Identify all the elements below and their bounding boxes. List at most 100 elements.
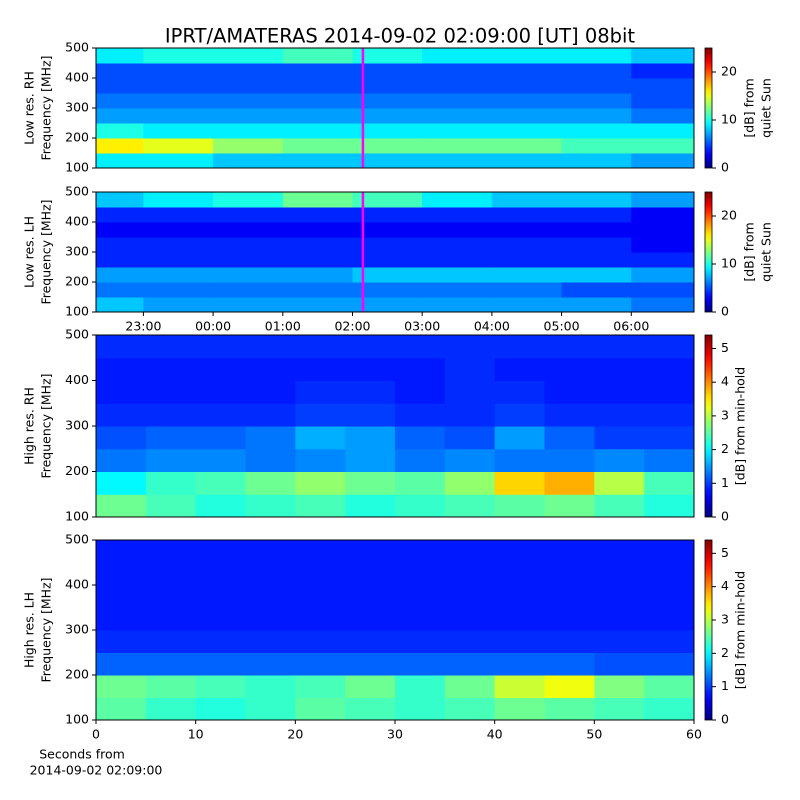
y-tick-label: 500 xyxy=(65,532,89,547)
heat-cell xyxy=(494,607,545,631)
heat-cell xyxy=(195,585,246,608)
heat-cell xyxy=(96,222,144,238)
heat-cell xyxy=(195,697,246,721)
heat-cell xyxy=(352,153,423,169)
heat-cell xyxy=(594,380,645,404)
heat-cell xyxy=(213,207,284,223)
heat-cell xyxy=(422,252,493,268)
heat-cell xyxy=(422,222,493,238)
heat-cell xyxy=(352,123,423,139)
colorbar-tick-label: 0 xyxy=(721,304,729,319)
heat-cell xyxy=(422,297,493,313)
heat-cell xyxy=(96,540,147,563)
heat-cell xyxy=(295,426,346,450)
heat-cell xyxy=(282,123,353,139)
heat-cell xyxy=(96,335,147,359)
heat-cell xyxy=(644,540,695,563)
heat-cell xyxy=(352,48,423,64)
heat-cell xyxy=(444,652,496,676)
heat-cell xyxy=(282,222,353,238)
y-tick-label: 300 xyxy=(65,244,89,259)
heat-cell xyxy=(544,675,595,698)
heat-cell xyxy=(345,697,396,721)
heat-cell xyxy=(295,403,346,427)
heat-cell xyxy=(96,192,144,208)
heat-cell xyxy=(145,630,197,653)
heat-cell xyxy=(631,63,695,79)
colorbar-tick-label: 4 xyxy=(721,578,729,593)
heat-cell xyxy=(422,207,493,223)
heat-cell xyxy=(561,123,632,139)
heat-cell xyxy=(96,237,144,253)
heat-cell xyxy=(295,335,346,359)
heat-cell xyxy=(96,108,144,124)
heat-cell xyxy=(295,380,346,404)
heat-cell xyxy=(561,207,632,223)
heat-cell xyxy=(644,380,695,404)
colorbar-tick-label: 2 xyxy=(721,645,729,660)
colorbar xyxy=(704,334,713,518)
heat-cell xyxy=(494,652,545,676)
heat-cell xyxy=(644,630,695,653)
heat-cell xyxy=(352,237,423,253)
heat-cell xyxy=(491,63,563,79)
heat-cell xyxy=(213,153,284,169)
colorbar-label: [dB] from min-hold xyxy=(733,571,748,689)
heat-cell xyxy=(245,448,296,472)
heat-cell xyxy=(491,282,563,298)
y-tick-label: 500 xyxy=(65,184,89,199)
heat-cell xyxy=(213,282,284,298)
heat-cell xyxy=(494,335,545,359)
heat-cell xyxy=(282,267,353,283)
heat-cell xyxy=(494,585,545,608)
heat-cell xyxy=(395,471,446,495)
heat-cell xyxy=(213,252,284,268)
heat-cell xyxy=(96,562,147,586)
heat-cell xyxy=(491,222,563,238)
colorbar-label: [dB] from xyxy=(742,222,757,281)
y-tick-label: 100 xyxy=(65,304,89,319)
heat-cell xyxy=(96,63,144,79)
heat-cell xyxy=(145,585,197,608)
heat-cell xyxy=(96,93,144,109)
heat-cell xyxy=(96,357,147,381)
heat-cell xyxy=(422,78,493,94)
heat-cell xyxy=(444,494,496,518)
heat-cell xyxy=(594,357,645,381)
heat-cell xyxy=(145,540,197,563)
heat-cell xyxy=(245,357,296,381)
heat-cell xyxy=(345,380,396,404)
heat-cell xyxy=(145,380,197,404)
heat-cell xyxy=(143,237,214,253)
heat-cell xyxy=(195,403,246,427)
y-tick-label: 300 xyxy=(65,622,89,637)
heat-cell xyxy=(96,207,144,223)
heat-cell xyxy=(644,607,695,631)
heat-cell xyxy=(145,562,197,586)
heat-cell xyxy=(245,562,296,586)
y-tick-label: 100 xyxy=(65,712,89,727)
heat-cell xyxy=(544,494,595,518)
y-tick-label: 200 xyxy=(65,463,89,478)
heat-cell xyxy=(561,237,632,253)
heat-cell xyxy=(631,123,695,139)
y-axis-label: Low res. LH xyxy=(22,216,37,288)
heat-cell xyxy=(631,267,695,283)
x-tick-label: 01:00 xyxy=(265,319,301,334)
heat-cell xyxy=(143,138,214,154)
heat-cell xyxy=(494,403,545,427)
heat-cell xyxy=(195,675,246,698)
heat-cell xyxy=(395,607,446,631)
heat-cell xyxy=(494,448,545,472)
heat-cell xyxy=(631,207,695,223)
heat-cell xyxy=(444,607,496,631)
heat-cell xyxy=(213,108,284,124)
y-tick-label: 400 xyxy=(65,214,89,229)
x-tick-label: 00:00 xyxy=(195,319,231,334)
heat-cell xyxy=(395,585,446,608)
heat-cell xyxy=(282,282,353,298)
heat-cell xyxy=(644,697,695,721)
heat-cell xyxy=(544,562,595,586)
heat-cell xyxy=(96,403,147,427)
